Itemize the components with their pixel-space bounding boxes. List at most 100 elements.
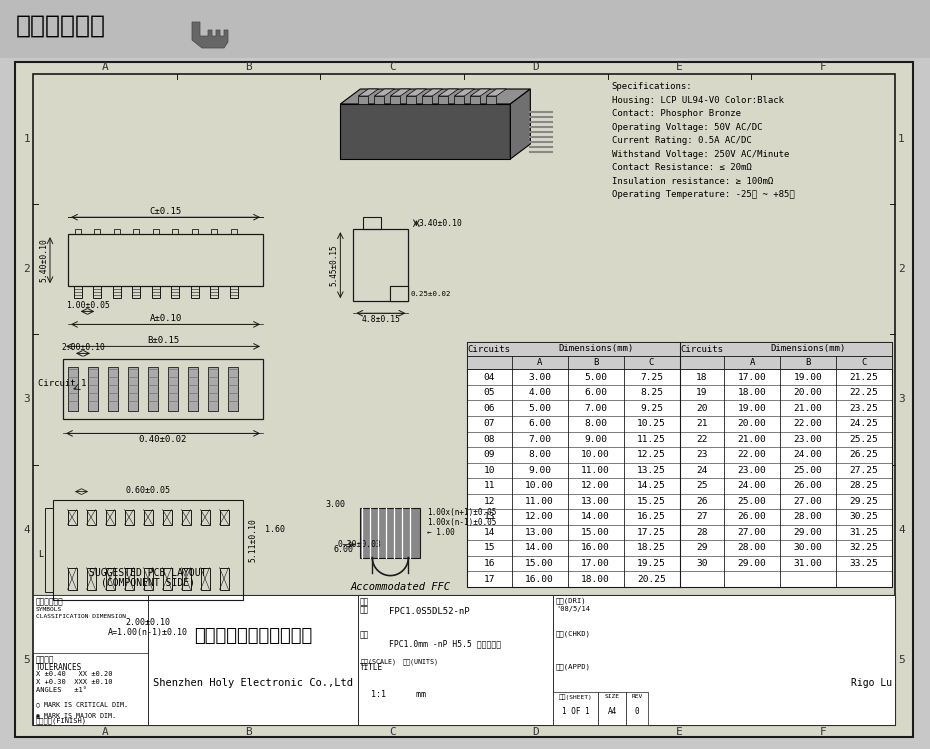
Polygon shape [340, 89, 530, 104]
Bar [152, 286, 160, 298]
Text: 27.00: 27.00 [737, 528, 766, 537]
Text: 7.25: 7.25 [640, 373, 663, 382]
Text: 10.25: 10.25 [637, 419, 666, 428]
Bar [68, 234, 263, 286]
Bar [231, 229, 237, 234]
Bar [192, 229, 198, 234]
Bar [219, 568, 229, 589]
Text: 5.11±0.10: 5.11±0.10 [248, 518, 257, 562]
Text: 21.00: 21.00 [793, 404, 822, 413]
Text: 12.25: 12.25 [637, 450, 666, 459]
Text: 在线图纸下载: 在线图纸下载 [16, 14, 106, 38]
Text: 1.00±0.05: 1.00±0.05 [65, 301, 110, 310]
Bar [88, 368, 98, 411]
Text: 27.00: 27.00 [793, 497, 822, 506]
Text: 21.25: 21.25 [850, 373, 879, 382]
Text: C: C [649, 359, 654, 368]
Bar [598, 692, 626, 725]
Text: 14.00: 14.00 [581, 512, 610, 521]
Text: D: D [533, 727, 539, 737]
Bar [201, 509, 209, 524]
Bar [68, 509, 76, 524]
Text: 6.00: 6.00 [333, 545, 353, 554]
Text: E: E [676, 727, 683, 737]
Text: 29.00: 29.00 [737, 559, 766, 568]
Bar [94, 229, 100, 234]
Text: 3: 3 [23, 395, 30, 404]
Text: TOLERANCES: TOLERANCES [36, 664, 82, 673]
Text: Specifications:
Housing: LCP UL94-V0 Color:Black
Contact: Phosphor Bronze
Operat: Specifications: Housing: LCP UL94-V0 Col… [612, 82, 794, 199]
Text: 深圳市宏利电子有限公司: 深圳市宏利电子有限公司 [193, 628, 312, 646]
Text: 17: 17 [484, 574, 495, 583]
Text: 2.00±0.10: 2.00±0.10 [61, 343, 105, 352]
Bar [455, 96, 464, 104]
Text: 28: 28 [696, 528, 708, 537]
Text: 15.25: 15.25 [637, 497, 666, 506]
Text: 07: 07 [484, 419, 495, 428]
Text: 3: 3 [898, 395, 905, 404]
Text: 0.60±0.05: 0.60±0.05 [126, 485, 170, 494]
Polygon shape [455, 89, 474, 96]
Text: 22.25: 22.25 [850, 388, 879, 397]
Text: 28.25: 28.25 [850, 482, 879, 491]
Text: 24.25: 24.25 [850, 419, 879, 428]
Text: 单位(UNITS): 单位(UNITS) [403, 658, 439, 664]
Bar [188, 368, 198, 411]
Bar [113, 229, 120, 234]
Text: 一般公差: 一般公差 [36, 655, 55, 664]
Text: 20.25: 20.25 [637, 574, 666, 583]
Text: 21.00: 21.00 [737, 434, 766, 443]
Text: 14.25: 14.25 [637, 482, 666, 491]
Text: A=1.00(n-1)±0.10: A=1.00(n-1)±0.10 [108, 628, 188, 637]
Bar [108, 368, 118, 411]
Polygon shape [438, 89, 458, 96]
Text: 24.00: 24.00 [793, 450, 822, 459]
Text: 3.00: 3.00 [326, 500, 345, 509]
Text: SYMBOLS: SYMBOLS [36, 607, 62, 612]
Polygon shape [192, 22, 228, 48]
Text: 26.25: 26.25 [850, 450, 879, 459]
Text: F: F [819, 62, 827, 72]
Text: B: B [593, 359, 598, 368]
Bar [360, 508, 420, 557]
Text: C: C [389, 62, 395, 72]
Text: B±0.15: B±0.15 [147, 336, 179, 345]
Text: 32.25: 32.25 [850, 544, 879, 553]
Text: 05: 05 [484, 388, 495, 397]
Text: 26.00: 26.00 [793, 482, 822, 491]
Text: 0.40±0.02: 0.40±0.02 [139, 435, 187, 444]
Text: 25.25: 25.25 [850, 434, 879, 443]
Polygon shape [471, 89, 490, 96]
Text: 8.25: 8.25 [640, 388, 663, 397]
Text: 13: 13 [484, 512, 495, 521]
Text: 13.00: 13.00 [525, 528, 554, 537]
Polygon shape [406, 89, 426, 96]
Polygon shape [358, 89, 379, 96]
Text: 6.00: 6.00 [584, 388, 607, 397]
Text: 16.25: 16.25 [637, 512, 666, 521]
Text: SIZE: SIZE [604, 694, 619, 700]
Text: 4: 4 [898, 525, 905, 535]
Text: 33.25: 33.25 [850, 559, 879, 568]
Polygon shape [391, 89, 410, 96]
Bar [553, 692, 598, 725]
Text: 张数(SHEET): 张数(SHEET) [559, 694, 592, 700]
Text: X +0.30  XXX ±0.10: X +0.30 XXX ±0.10 [36, 679, 113, 685]
Text: 0.25±0.02: 0.25±0.02 [410, 291, 451, 297]
Bar [171, 286, 179, 298]
Text: A: A [101, 62, 108, 72]
Text: 5.40±0.10: 5.40±0.10 [39, 238, 48, 282]
Text: 14: 14 [484, 528, 495, 537]
Text: D: D [533, 62, 539, 72]
Bar [358, 595, 553, 725]
Text: A: A [101, 727, 108, 737]
Text: 29.00: 29.00 [793, 528, 822, 537]
Text: 24: 24 [696, 466, 708, 475]
Bar [626, 692, 648, 725]
Bar [191, 286, 199, 298]
Polygon shape [511, 89, 530, 159]
Bar [358, 96, 368, 104]
Bar [391, 286, 408, 301]
Text: 3.00: 3.00 [528, 373, 551, 382]
Bar [680, 357, 892, 369]
